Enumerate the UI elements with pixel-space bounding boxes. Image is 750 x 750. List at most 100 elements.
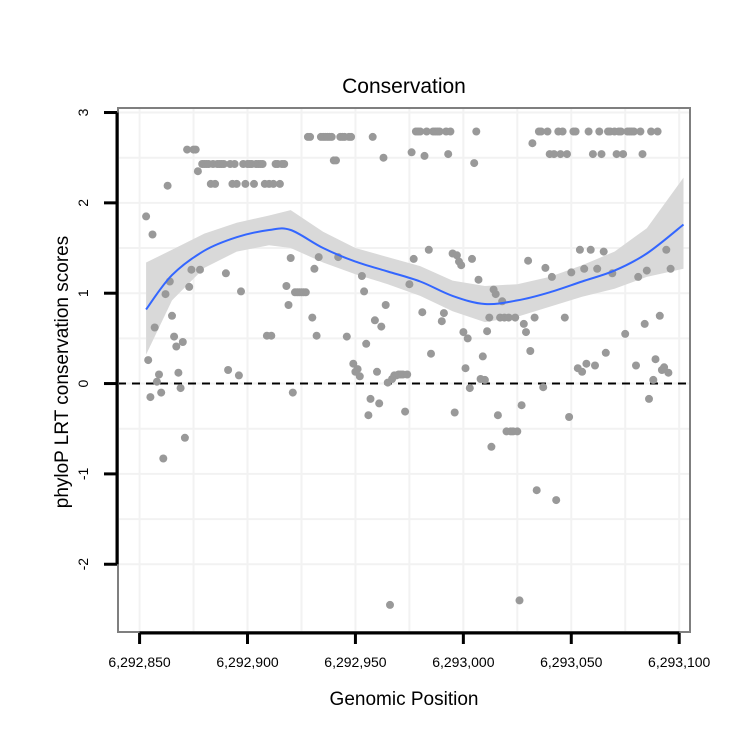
- data-point: [183, 145, 192, 154]
- data-point: [409, 254, 418, 263]
- data-point: [634, 272, 643, 281]
- data-point: [373, 367, 381, 376]
- data-point: [461, 364, 470, 373]
- data-point: [357, 272, 366, 280]
- data-point: [539, 383, 548, 392]
- data-point: [280, 160, 289, 168]
- data-point: [155, 370, 163, 379]
- data-point: [647, 127, 656, 136]
- data-point: [565, 413, 574, 421]
- data-point: [375, 399, 384, 408]
- data-point: [616, 127, 625, 136]
- data-point: [230, 160, 239, 168]
- data-point: [286, 254, 295, 262]
- y-tick-label: -2: [75, 558, 91, 571]
- data-point: [457, 261, 466, 270]
- data-point: [621, 329, 630, 338]
- data-point: [401, 407, 410, 416]
- grid: [118, 108, 690, 632]
- data-point: [575, 245, 584, 254]
- x-tick-label: 6,293,000: [432, 654, 494, 670]
- x-axis: 6,292,850 6,292,900 6,292,950 6,293,000 6,29…: [108, 631, 711, 670]
- data-point: [664, 368, 673, 377]
- data-point: [306, 132, 315, 141]
- data-point: [470, 159, 479, 168]
- data-point: [578, 367, 587, 376]
- data-point: [599, 247, 608, 256]
- data-point: [405, 280, 414, 289]
- data-point: [519, 319, 528, 328]
- data-point: [472, 127, 481, 136]
- x-tick-label: 6,293,050: [540, 654, 602, 670]
- data-point: [168, 311, 176, 320]
- data-point: [662, 245, 671, 254]
- data-point: [463, 334, 472, 343]
- data-point: [237, 287, 245, 296]
- data-point: [655, 311, 664, 320]
- data-point: [386, 600, 394, 609]
- data-point: [612, 150, 621, 159]
- data-point: [196, 265, 204, 274]
- data-point: [234, 371, 243, 380]
- data-point: [424, 245, 433, 254]
- data-point: [547, 272, 556, 281]
- data-point: [310, 264, 319, 273]
- data-point: [582, 359, 591, 368]
- data-point: [560, 313, 569, 322]
- data-point: [563, 150, 571, 159]
- data-point: [651, 355, 660, 364]
- y-axis-label: phyloP LRT conservation scores: [52, 236, 73, 509]
- data-point: [284, 301, 293, 309]
- data-point: [427, 349, 435, 358]
- data-point: [250, 179, 258, 188]
- data-point: [161, 290, 170, 299]
- x-tick-label: 6,292,850: [108, 654, 170, 670]
- data-point: [437, 317, 446, 326]
- data-point: [422, 127, 431, 136]
- data-point: [377, 322, 386, 331]
- data-point: [288, 388, 297, 397]
- data-point: [332, 156, 340, 165]
- x-tick-label: 6,292,950: [324, 654, 386, 670]
- data-point: [232, 179, 241, 188]
- data-point: [528, 139, 537, 148]
- data-point: [152, 377, 161, 386]
- data-point: [601, 348, 610, 357]
- data-point: [450, 408, 459, 417]
- data-point: [595, 127, 604, 136]
- data-point: [485, 313, 494, 322]
- data-point: [366, 394, 375, 403]
- data-point: [368, 132, 377, 141]
- data-point: [493, 411, 502, 420]
- data-point: [172, 342, 181, 351]
- data-point: [636, 127, 645, 136]
- data-point: [517, 401, 526, 410]
- data-point: [580, 264, 589, 273]
- data-point: [314, 253, 323, 262]
- data-point: [418, 308, 427, 317]
- data-point: [666, 264, 675, 273]
- data-point: [282, 282, 291, 290]
- data-point: [178, 338, 187, 346]
- data-point: [543, 127, 552, 136]
- data-point: [483, 327, 492, 336]
- data-point: [591, 361, 599, 370]
- data-point: [638, 150, 647, 159]
- data-point: [191, 145, 200, 154]
- data-point: [219, 160, 228, 168]
- data-point: [552, 496, 561, 505]
- data-point: [526, 347, 535, 355]
- data-point: [632, 361, 640, 370]
- data-point: [312, 331, 321, 340]
- data-point: [567, 268, 576, 277]
- data-point: [308, 313, 317, 322]
- panel-border: [117, 107, 691, 633]
- data-point: [157, 388, 166, 397]
- chart-title: Conservation: [342, 75, 466, 98]
- data-point: [645, 394, 653, 403]
- data-point: [468, 254, 476, 263]
- data-point: [347, 132, 356, 141]
- data-point: [176, 384, 185, 393]
- data-point: [474, 275, 483, 284]
- data-point: [301, 288, 310, 297]
